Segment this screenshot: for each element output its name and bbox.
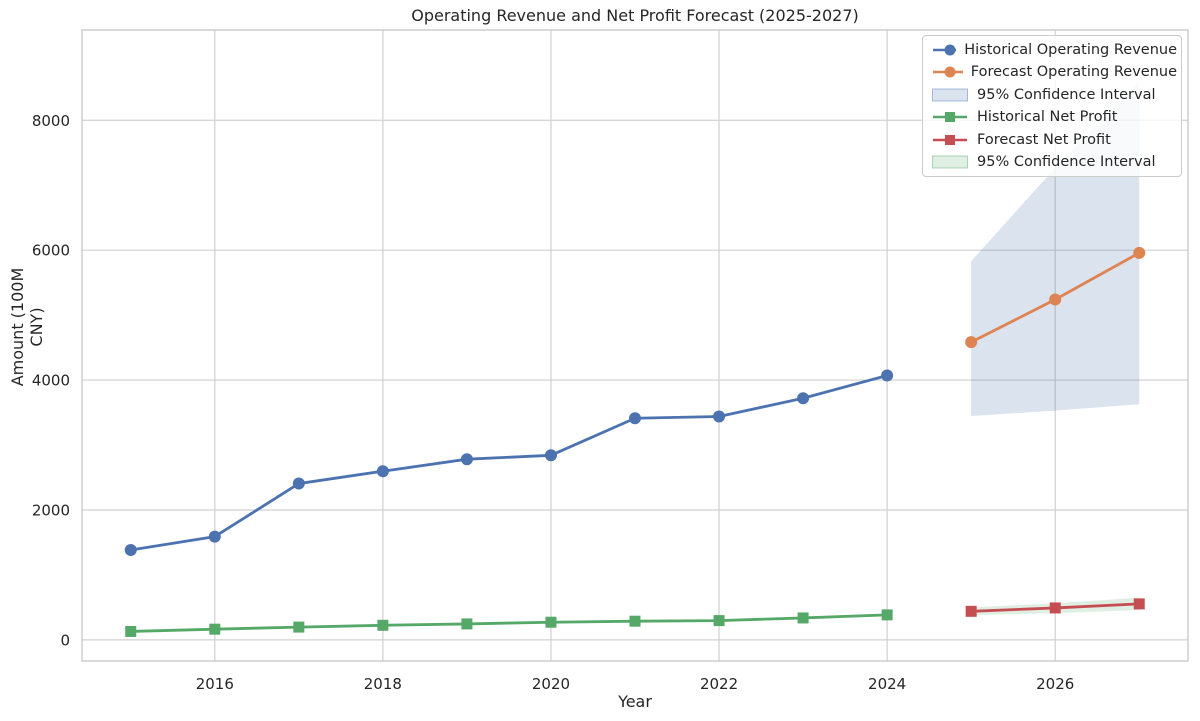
data-point-marker [881, 609, 893, 621]
series-historical-net-profit [125, 609, 893, 637]
legend-item: Forecast Net Profit [931, 132, 1177, 148]
data-point-marker [965, 336, 978, 349]
legend-item-label: Forecast Net Profit [977, 131, 1111, 148]
data-point-marker [1049, 602, 1061, 614]
legend-item: 95% Confidence Interval [931, 87, 1177, 103]
y-tick-label: 0 [60, 631, 70, 649]
series-historical-operating-revenue [124, 369, 894, 556]
legend-swatch-patch [932, 155, 968, 169]
legend-swatch-patch [932, 88, 968, 102]
legend-item-label: 95% Confidence Interval [977, 153, 1156, 170]
data-point-marker [713, 410, 726, 423]
y-tick-label: 4000 [32, 372, 70, 390]
legend-item-label: Historical Operating Revenue [964, 42, 1177, 58]
data-point-marker [629, 615, 641, 627]
data-point-marker [124, 543, 137, 556]
data-point-marker [1049, 293, 1062, 306]
data-point-marker [208, 530, 221, 543]
data-point-marker [797, 392, 810, 405]
data-point-marker [797, 612, 809, 624]
legend-swatch-line-square [933, 134, 967, 145]
legend-item-label: 95% Confidence Interval [977, 86, 1156, 103]
data-point-marker [965, 605, 977, 617]
legend-swatch-line-circle [933, 66, 963, 78]
legend-item: Historical Operating Revenue [931, 42, 1177, 58]
x-tick-label: 2024 [868, 675, 906, 693]
data-point-marker [125, 625, 137, 637]
data-point-marker [629, 412, 641, 425]
legend-item: 95% Confidence Interval [931, 154, 1177, 170]
data-point-marker [460, 453, 473, 466]
data-point-marker [713, 615, 725, 627]
data-point-marker [292, 477, 305, 490]
series-forecast-operating-revenue [965, 246, 1146, 349]
chart-title: Operating Revenue and Net Profit Forecas… [411, 6, 859, 25]
x-tick-label: 2026 [1036, 675, 1074, 693]
x-tick-label: 2016 [196, 675, 234, 693]
y-tick-label: 6000 [32, 242, 70, 260]
data-point-marker [461, 618, 473, 630]
x-tick-label: 2022 [700, 675, 738, 693]
data-point-marker [544, 449, 557, 462]
x-tick-label: 2020 [532, 675, 570, 693]
legend-item: Forecast Operating Revenue [931, 64, 1177, 80]
legend-item-label: Forecast Operating Revenue [970, 64, 1177, 81]
data-point-marker [376, 465, 389, 478]
y-tick-label: 8000 [32, 112, 70, 130]
tick-labels: 2016 2018 2020 2022 2024 2026 0 2000 4000 6000 800… [32, 112, 1074, 693]
legend-swatch-line-circle [933, 44, 957, 56]
axes-border [81, 29, 1189, 662]
data-point-marker [377, 619, 389, 631]
data-point-marker [209, 623, 221, 635]
data-point-marker [881, 369, 894, 382]
y-tick-label: 2000 [32, 501, 70, 519]
data-point-marker [293, 621, 305, 633]
y-axis-label: Amount (100M CNY) [8, 267, 46, 387]
legend: Historical Operating Revenue Forecast Ope… [922, 35, 1182, 177]
x-tick-label: 2018 [364, 675, 402, 693]
data-point-marker [1133, 246, 1146, 259]
legend-item: Historical Net Profit [931, 109, 1177, 125]
series-forecast-net-profit [965, 598, 1145, 617]
data-point-marker [545, 616, 557, 628]
legend-swatch-line-square [933, 112, 967, 123]
data-point-marker [1133, 598, 1145, 610]
x-axis-label: Year [618, 692, 652, 711]
legend-item-label: Historical Net Profit [977, 109, 1118, 126]
